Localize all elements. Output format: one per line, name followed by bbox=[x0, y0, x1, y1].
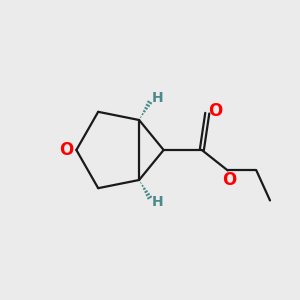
Text: O: O bbox=[222, 171, 236, 189]
Text: H: H bbox=[152, 195, 163, 209]
Text: O: O bbox=[59, 141, 73, 159]
Text: H: H bbox=[152, 91, 163, 105]
Text: O: O bbox=[208, 102, 222, 120]
